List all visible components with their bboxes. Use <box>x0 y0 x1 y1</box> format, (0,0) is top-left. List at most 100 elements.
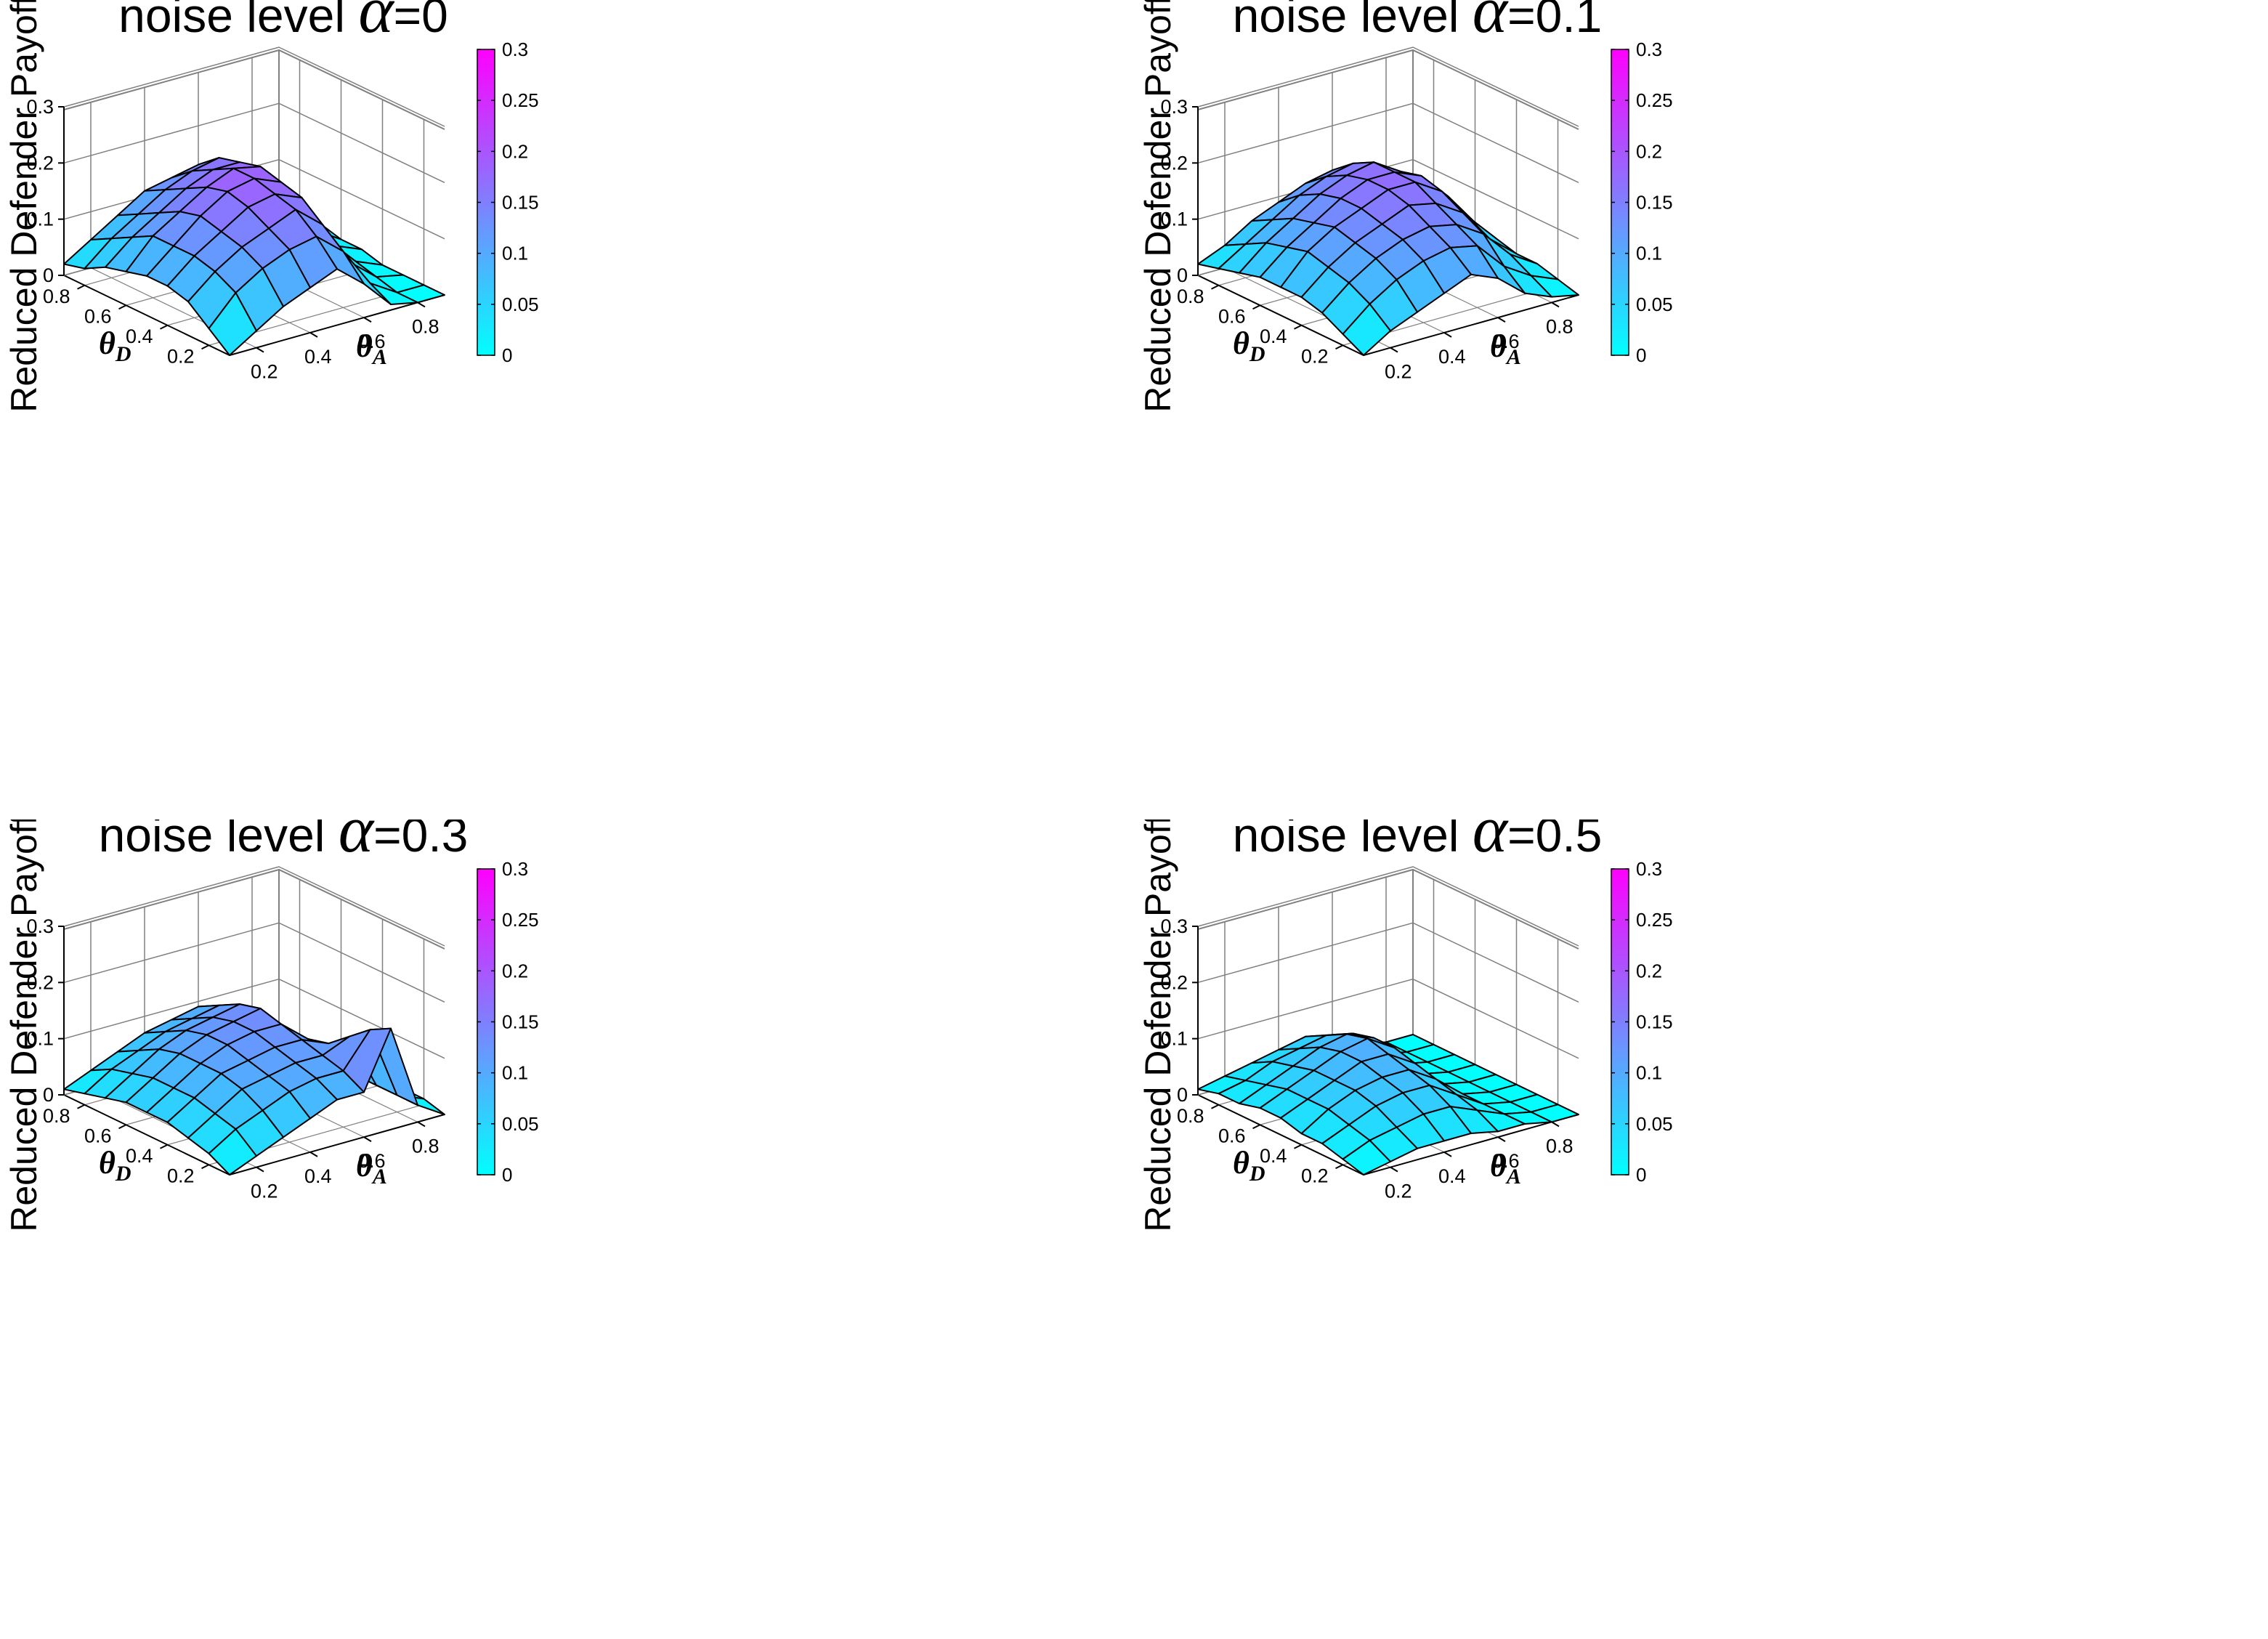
chart-alpha-0.5: 00.10.20.30.20.40.60.80.20.40.60.8θD θARe… <box>1138 820 1673 1232</box>
x-axis-label: θD <box>99 325 131 366</box>
y-tick-mark <box>309 1152 318 1157</box>
y-tick-label: 0.4 <box>304 1165 332 1187</box>
x-tick-label: 0.2 <box>167 1165 195 1186</box>
surface-patch <box>208 292 257 356</box>
chart-title: noise level α=0 <box>118 0 448 46</box>
x-tick-label: 0.8 <box>1177 1105 1204 1127</box>
x-tick-mark <box>1252 304 1260 310</box>
colorbar-tick-label: 0.3 <box>1636 858 1662 880</box>
z-tick-label: 0.1 <box>26 1028 54 1050</box>
y-tick-mark <box>417 1121 426 1128</box>
x-tick-label: 0.8 <box>1177 286 1204 307</box>
z-tick-label: 0 <box>1177 264 1188 286</box>
surface-patch <box>1342 1139 1391 1175</box>
z-gridline <box>1197 46 1579 127</box>
z-tick-label: 0.1 <box>1160 209 1188 230</box>
tick-labels: 0 0.1 0.2 0.3 0.2 0.4 0.6 0.8 0.2 0.4 0.6 0.8 <box>1160 96 1573 383</box>
x-tick-label: 0.6 <box>84 305 112 327</box>
z-gridline <box>63 102 445 184</box>
surface <box>63 1003 445 1175</box>
y-axis-label-symbol: θ <box>356 1148 373 1183</box>
y-tick-mark <box>363 317 372 323</box>
x-tick-mark <box>1211 1104 1219 1109</box>
x-axis-label-subscript: D <box>1249 342 1265 366</box>
colorbar-tick-label: 0.25 <box>1636 909 1673 931</box>
y-tick-mark <box>256 1166 264 1173</box>
x-tick-mark <box>118 1124 126 1130</box>
y-tick-mark <box>256 347 264 353</box>
title-prefix: noise level <box>99 820 339 862</box>
z-axis-label: Reduced Defender Payoffs <box>1138 820 1178 1232</box>
wall-top-edge <box>1197 868 1579 950</box>
y-tick-label: 0.4 <box>304 346 332 368</box>
y-tick-mark <box>363 1136 372 1142</box>
colorbar-tick-label: 0.2 <box>502 960 528 982</box>
panel-alpha-0.5: 0 0.1 0.2 0.3 0.2 0.4 0.6 0.8 0.2 0.4 0.6 0.8 θD θA Re… <box>1134 820 2268 1639</box>
y-axis-label: θA <box>1490 328 1521 369</box>
colorbar-tick-label: 0.1 <box>502 1062 528 1084</box>
y-tick-label: 0.4 <box>1438 346 1466 368</box>
z-tick-label: 0.1 <box>26 209 54 230</box>
axis-labels: θD θA Reduced Defender Payoffs <box>1138 820 1521 1232</box>
colorbar-tick-label: 0.25 <box>502 909 539 931</box>
surface-patch <box>208 1128 257 1175</box>
y-tick-label: 0.8 <box>1546 315 1574 337</box>
title-suffix: =0 <box>394 0 448 42</box>
x-axis-label-subscript: D <box>1249 1162 1265 1186</box>
title-suffix: =0.3 <box>373 820 468 862</box>
x-tick-label: 0.4 <box>1260 1145 1287 1167</box>
wall-top-edge <box>63 868 445 950</box>
z-tick-label: 0.2 <box>1160 152 1188 174</box>
y-tick-mark <box>309 332 318 338</box>
z-gridline <box>1197 978 1579 1059</box>
z-axis-label: Reduced Defender Payoffs <box>4 0 44 413</box>
x-axis-label: θD <box>1233 325 1265 366</box>
y-tick-label: 0.6 <box>358 331 386 352</box>
y-axis-label-subscript: A <box>1505 1165 1521 1189</box>
x-tick-mark <box>1335 1164 1343 1170</box>
x-tick-label: 0.6 <box>1218 1125 1246 1146</box>
z-gridline <box>63 866 445 947</box>
z-tick-label: 0 <box>1177 1084 1188 1106</box>
z-gridline <box>63 922 445 1003</box>
colorbar: 0 0.05 0.1 0.15 0.2 0.25 0.3 <box>1611 39 1673 366</box>
colorbar-tick-label: 0.05 <box>1636 294 1673 315</box>
x-tick-mark <box>201 1164 209 1170</box>
y-tick-mark <box>1497 1136 1506 1142</box>
panel-alpha-0: 0 0.1 0.2 0.3 0.2 0.4 0.6 0.8 0.2 0.4 0.6 0.8 θD θA Re… <box>0 0 1134 820</box>
x-tick-label: 0.8 <box>43 1105 70 1127</box>
y-tick-label: 0.4 <box>1438 1165 1466 1187</box>
colorbar-tick-label: 0.3 <box>1636 39 1662 60</box>
z-gridline <box>1197 158 1579 240</box>
z-gridline <box>1197 922 1579 1003</box>
colorbar-tick-label: 0.05 <box>502 294 539 315</box>
colorbar-tick-label: 0.05 <box>502 1113 539 1135</box>
z-tick-label: 0.3 <box>1160 96 1188 118</box>
y-axis-label-subscript: A <box>1505 345 1521 369</box>
z-tick-label: 0.2 <box>1160 971 1188 993</box>
x-axis-label: θD <box>99 1145 131 1186</box>
colorbar-tick-label: 0 <box>502 1164 512 1186</box>
z-tick-label: 0 <box>43 1084 54 1106</box>
tick-labels: 0 0.1 0.2 0.3 0.2 0.4 0.6 0.8 0.2 0.4 0.6 0.8 <box>26 96 439 383</box>
x-axis-label-symbol: θ <box>1233 325 1250 361</box>
x-axis-label-symbol: θ <box>99 1145 116 1181</box>
x-tick-label: 0.6 <box>84 1125 112 1146</box>
colorbar-tick-label: 0.15 <box>502 192 539 214</box>
x-axis-label: θD <box>1233 1145 1265 1186</box>
x-tick-mark <box>1335 344 1343 350</box>
colorbar-tick-label: 0.2 <box>1636 140 1662 162</box>
colorbar-tick-label: 0.1 <box>502 243 528 264</box>
z-tick-label: 0.3 <box>1160 915 1188 937</box>
colorbar-tick-label: 0.2 <box>502 140 528 162</box>
y-axis-label: θA <box>1490 1148 1521 1189</box>
x-tick-mark <box>160 1144 168 1149</box>
x-tick-mark <box>201 344 209 350</box>
title-prefix: noise level <box>118 0 358 42</box>
y-tick-mark <box>1443 1152 1452 1157</box>
y-tick-mark <box>417 302 426 308</box>
z-tick-label: 0.2 <box>26 971 54 993</box>
x-axis-label-symbol: θ <box>99 325 116 361</box>
